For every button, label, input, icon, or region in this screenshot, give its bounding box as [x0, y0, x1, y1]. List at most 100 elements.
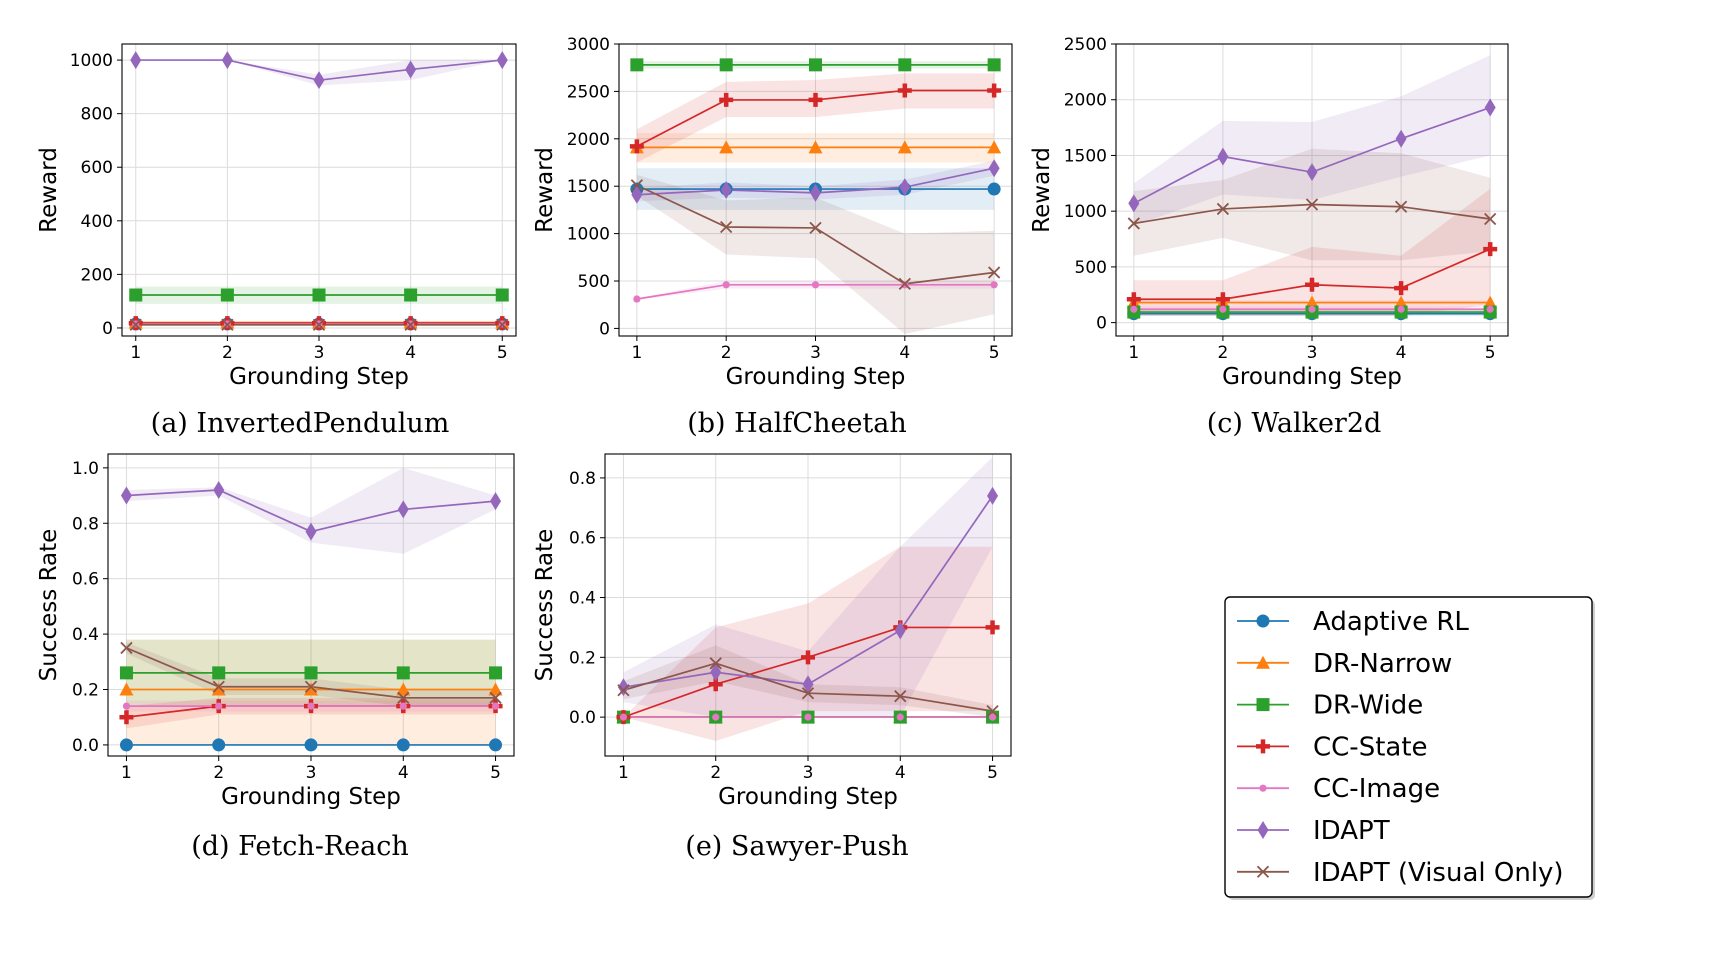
legend-marker-idapt — [1257, 821, 1269, 839]
marker-idapt-visual-only — [1305, 198, 1319, 211]
marker-adaptive-rl — [212, 738, 226, 752]
marker-cc-image — [215, 702, 223, 710]
band-idapt — [1133, 55, 1491, 226]
marker-idapt — [1217, 147, 1229, 166]
marker-dr-narrow — [119, 682, 134, 696]
y-tick-label: 0.8 — [569, 469, 596, 489]
marker-idapt-visual-only — [630, 179, 644, 192]
marker-idapt-visual-only — [489, 691, 502, 704]
marker-cc-image — [307, 702, 315, 710]
y-tick-label: 0 — [599, 319, 610, 339]
x-tick-label: 5 — [987, 763, 998, 783]
marker-dr-wide — [212, 666, 226, 680]
marker-dr-narrow — [304, 682, 318, 696]
marker-idapt — [221, 51, 233, 70]
x-tick-label: 4 — [895, 763, 906, 783]
y-tick-label: 3000 — [567, 35, 610, 55]
legend-marker-dr-narrow — [1256, 655, 1270, 669]
y-tick-label: 0 — [102, 319, 113, 339]
y-axis-label: Reward — [1029, 147, 1055, 233]
marker-dr-wide — [312, 288, 326, 302]
marker-idapt-visual-only — [894, 690, 907, 703]
subfigure-caption: (b) HalfCheetah — [687, 408, 907, 439]
marker-idapt-visual-only — [129, 318, 142, 331]
x-axis-label: Grounding Step — [229, 364, 409, 390]
marker-dr-wide — [898, 58, 912, 72]
marker-idapt — [397, 500, 409, 519]
marker-cc-image — [712, 713, 720, 721]
x-axis-label: Grounding Step — [221, 784, 401, 810]
subfigure-caption: (a) InvertedPendulum — [151, 408, 450, 439]
marker-idapt-visual-only — [496, 318, 509, 331]
marker-idapt-visual-only — [720, 220, 733, 234]
marker-idapt-visual-only — [898, 277, 911, 290]
x-axis-label: Grounding Step — [1222, 364, 1402, 390]
x-tick-label: 5 — [497, 343, 508, 363]
marker-idapt-visual-only — [1484, 212, 1497, 226]
marker-idapt-visual-only — [809, 221, 822, 235]
marker-dr-wide — [987, 58, 1001, 72]
marker-idapt-visual-only — [221, 318, 234, 331]
marker-dr-wide — [719, 58, 733, 72]
x-axis-label: Grounding Step — [726, 364, 906, 390]
marker-cc-state — [987, 83, 1002, 98]
legend-label: IDAPT — [1313, 816, 1390, 846]
y-tick-label: 600 — [81, 158, 113, 178]
marker-cc-image — [896, 713, 904, 721]
y-axis-label: Success Rate — [532, 529, 558, 682]
marker-cc-state — [808, 92, 823, 107]
marker-dr-narrow — [808, 140, 823, 154]
marker-cc-state — [1215, 292, 1230, 307]
legend-entry-idapt-visual-only: IDAPT (Visual Only) — [1237, 858, 1564, 888]
marker-dr-wide — [495, 288, 509, 302]
marker-idapt — [631, 185, 643, 204]
marker-dr-wide — [630, 58, 644, 72]
band-idapt — [623, 456, 993, 718]
legend: Adaptive RL DR-Narrow DR-Wide CC-State CC-Im… — [1224, 596, 1595, 900]
marker-adaptive-rl — [396, 738, 410, 752]
y-tick-label: 0.6 — [569, 529, 596, 549]
chart-panel-3: 1 2 3 4 5 0 500 1000 1500 2000 2500 Grounding Step R… — [1029, 35, 1509, 439]
marker-dr-wide — [396, 666, 410, 680]
band-idapt-visual-only — [636, 174, 995, 335]
legend-label: DR-Wide — [1313, 691, 1423, 721]
y-axis-label: Reward — [36, 147, 62, 233]
legend-box — [1224, 596, 1593, 898]
marker-cc-state — [1394, 281, 1409, 296]
y-tick-label: 0.6 — [72, 570, 99, 590]
marker-dr-narrow — [897, 140, 912, 154]
marker-idapt — [710, 663, 722, 682]
marker-dr-narrow — [719, 140, 734, 154]
marker-idapt — [130, 51, 142, 70]
marker-idapt — [894, 621, 906, 640]
marker-cc-image — [811, 281, 820, 289]
y-tick-label: 0.2 — [569, 648, 596, 668]
marker-idapt-visual-only — [404, 318, 417, 331]
marker-idapt — [810, 183, 821, 202]
legend-entry-cc-state: CC-State — [1237, 732, 1428, 762]
marker-cc-state — [1305, 277, 1319, 292]
marker-idapt — [988, 159, 1000, 178]
y-tick-label: 1500 — [1064, 146, 1107, 166]
y-tick-label: 1000 — [1064, 202, 1107, 222]
y-tick-label: 0.2 — [72, 681, 99, 701]
y-tick-label: 0.4 — [569, 589, 596, 609]
marker-cc-image — [122, 702, 131, 710]
marker-cc-state — [119, 710, 134, 725]
y-axis-label: Success Rate — [36, 529, 62, 682]
y-tick-label: 1.0 — [72, 459, 99, 479]
x-tick-label: 1 — [130, 343, 141, 363]
x-tick-label: 5 — [989, 343, 1000, 363]
marker-idapt-visual-only — [312, 318, 326, 331]
marker-cc-image — [619, 713, 628, 721]
legend-entry-idapt: IDAPT — [1237, 816, 1390, 846]
marker-idapt-visual-only — [987, 266, 1001, 279]
marker-idapt — [496, 51, 508, 70]
y-tick-label: 0 — [1096, 314, 1107, 334]
x-tick-label: 4 — [398, 763, 409, 783]
marker-idapt — [1395, 129, 1407, 148]
marker-dr-narrow — [1305, 295, 1319, 309]
marker-idapt-visual-only — [617, 684, 630, 697]
